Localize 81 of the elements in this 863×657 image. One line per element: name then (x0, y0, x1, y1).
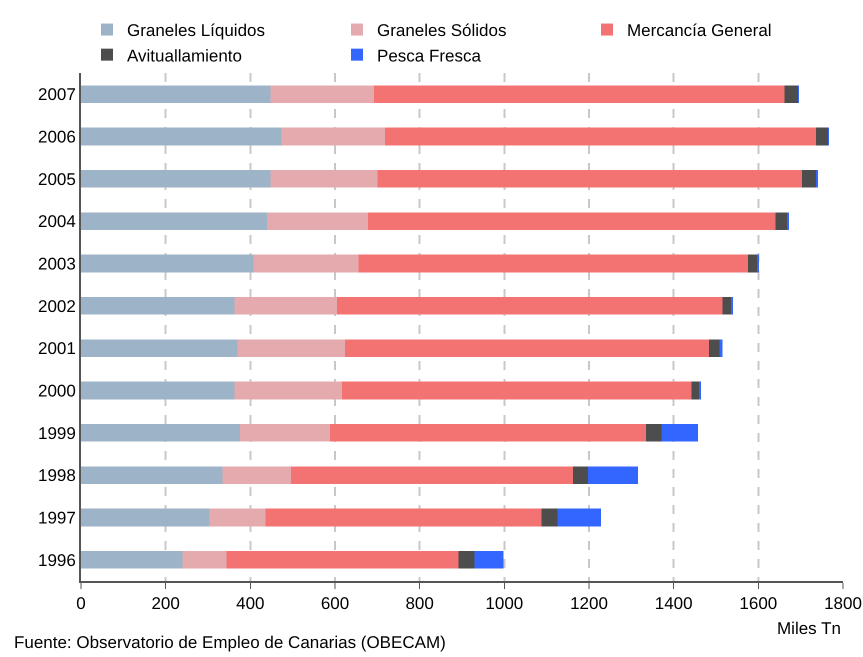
bar (81, 85, 271, 104)
y-tick-label: 1998 (38, 466, 76, 486)
bar (337, 296, 722, 315)
bar (542, 508, 558, 526)
bar (234, 382, 342, 400)
x-tick-label: 400 (236, 594, 265, 614)
bar (377, 170, 802, 188)
y-tick-label: 2003 (38, 254, 76, 274)
legend-label: Mercancía General (627, 21, 772, 40)
x-tick-label: 1400 (654, 594, 693, 614)
y-tick-label: 2002 (38, 296, 76, 316)
bar (238, 339, 346, 358)
bar (81, 424, 240, 442)
legend-label: Pesca Fresca (377, 46, 482, 66)
bar (719, 339, 722, 358)
x-axis-title: Miles Tn (777, 619, 841, 638)
y-tick-label: 2005 (38, 170, 76, 189)
bar (81, 128, 282, 146)
bar (266, 508, 542, 526)
bar (81, 508, 210, 526)
bar (784, 85, 798, 104)
bar (558, 508, 601, 526)
x-tick-label: 0 (76, 594, 86, 614)
bar (661, 424, 698, 442)
bar (234, 296, 338, 315)
bar (342, 382, 692, 400)
bar (709, 339, 720, 358)
bar (776, 212, 788, 230)
bar (802, 170, 817, 188)
x-tick-label: 1000 (485, 594, 524, 614)
bar (270, 170, 378, 188)
bar (81, 254, 254, 272)
bar (345, 339, 710, 358)
bar (226, 550, 459, 569)
y-tick-label: 2006 (38, 127, 76, 146)
y-tick-label: 2000 (38, 381, 76, 400)
y-tick-label: 1999 (38, 424, 76, 443)
bar (290, 466, 573, 484)
x-tick-label: 800 (405, 594, 434, 614)
x-tick-label: 1200 (570, 594, 608, 614)
bar (81, 466, 222, 484)
bar (374, 85, 785, 104)
legend-label: Graneles Líquidos (127, 21, 265, 40)
bar (81, 550, 183, 569)
bar (81, 296, 235, 315)
bar (81, 382, 235, 400)
y-tick-label: 2004 (38, 212, 76, 232)
legend-label: Graneles Sólidos (377, 21, 506, 40)
bar (182, 550, 227, 569)
bar (282, 128, 385, 146)
y-tick-label: 1996 (38, 550, 76, 570)
x-tick-label: 600 (320, 594, 350, 614)
bar (81, 212, 267, 230)
bar (748, 254, 758, 272)
x-tick-label: 1600 (739, 594, 778, 614)
bar (646, 424, 662, 442)
bar (270, 85, 374, 104)
bar (81, 170, 271, 188)
bar (222, 466, 291, 484)
legend-label: Avituallamiento (127, 46, 242, 66)
bar (816, 128, 828, 146)
bar (254, 254, 358, 272)
bar (358, 254, 748, 272)
bar (266, 212, 368, 230)
bar (330, 424, 646, 442)
x-tick-label: 200 (151, 594, 180, 614)
y-tick-label: 2007 (38, 85, 76, 104)
bar (240, 424, 330, 442)
bar (474, 550, 504, 569)
source-note: Fuente: Observatorio de Empleo de Canarias (OBECAM) (14, 633, 446, 652)
y-tick-label: 2001 (38, 339, 76, 358)
x-tick-label: 1800 (824, 594, 862, 614)
bar (458, 550, 474, 569)
bar (81, 339, 238, 358)
bar (368, 212, 776, 230)
y-tick-label: 1997 (38, 508, 76, 528)
bar (588, 466, 638, 484)
bar (722, 296, 732, 315)
bar (209, 508, 266, 526)
bar (384, 128, 816, 146)
bar (572, 466, 588, 484)
